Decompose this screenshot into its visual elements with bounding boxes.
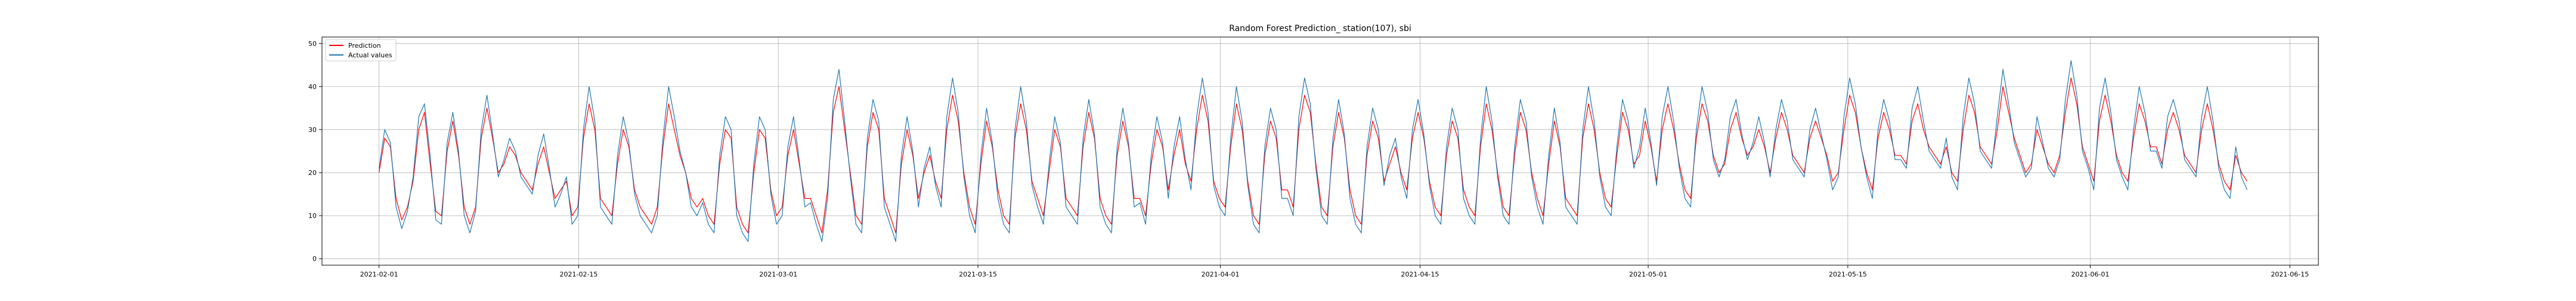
y-tick-label: 10 <box>308 212 317 220</box>
series-line-actual-values <box>379 60 2247 242</box>
series-lines <box>379 60 2247 242</box>
x-tick-label: 2021-02-01 <box>360 271 398 278</box>
x-tick-label: 2021-06-15 <box>2271 271 2309 278</box>
x-tick-label: 2021-05-01 <box>1629 271 1667 278</box>
y-tick-label: 20 <box>308 169 317 177</box>
legend: Prediction Actual values <box>325 39 397 62</box>
plot-frame <box>321 36 2319 266</box>
chart-title: Random Forest Prediction_ station(107), … <box>1229 24 1411 33</box>
y-tick-label: 40 <box>308 83 317 91</box>
grid-lines <box>322 37 2318 265</box>
x-axis: 2021-02-01 2021-02-15 2021-03-01 2021-03-15… <box>360 265 2309 278</box>
y-tick-label: 30 <box>308 126 317 134</box>
x-tick-label: 2021-05-15 <box>1829 271 1867 278</box>
legend-label-actual-values: Actual values <box>348 51 392 59</box>
y-tick-label: 50 <box>308 40 317 48</box>
x-tick-label: 2021-02-15 <box>559 271 597 278</box>
x-tick-label: 2021-03-01 <box>759 271 797 278</box>
x-tick-label: 2021-04-01 <box>1202 271 1240 278</box>
y-tick-label: 0 <box>312 255 317 263</box>
legend-label-prediction: Prediction <box>348 42 381 50</box>
x-tick-label: 2021-03-15 <box>959 271 997 278</box>
x-tick-label: 2021-04-15 <box>1401 271 1439 278</box>
y-axis: 0 10 20 30 40 50 <box>308 40 322 263</box>
x-tick-label: 2021-06-01 <box>2071 271 2109 278</box>
